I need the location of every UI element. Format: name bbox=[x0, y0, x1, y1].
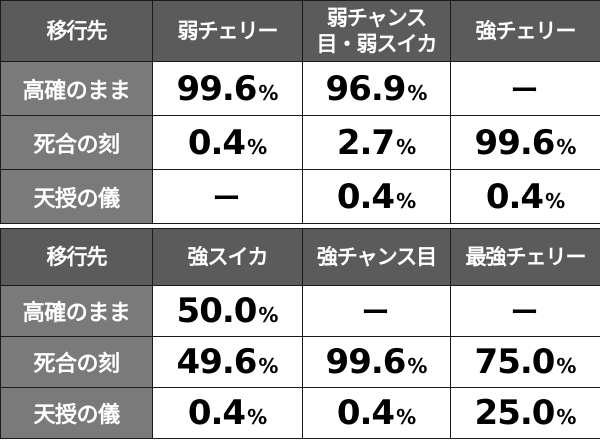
value-number: ー bbox=[510, 296, 539, 329]
value-number: 96.9 bbox=[325, 68, 407, 109]
column-header: 移行先 bbox=[0, 0, 153, 62]
value-number: ー bbox=[361, 296, 390, 329]
value-number: 99.6 bbox=[176, 68, 258, 109]
column-header-text: 弱チャンス目・弱スイカ bbox=[316, 6, 438, 56]
value-cell: 96.9% bbox=[302, 61, 451, 116]
value-number: 25.0 bbox=[474, 393, 556, 433]
value-cell: 99.6% bbox=[152, 61, 303, 116]
value-unit: % bbox=[247, 405, 268, 429]
table-row: 天授の儀 0.4% 0.4% 25.0% bbox=[0, 387, 600, 439]
value-unit: % bbox=[407, 80, 428, 105]
value-unit: % bbox=[396, 134, 417, 159]
value-number: 0.4 bbox=[336, 393, 395, 433]
value-cell: 25.0% bbox=[450, 387, 600, 439]
value-unit: % bbox=[258, 303, 279, 327]
value-number: 75.0 bbox=[474, 342, 556, 382]
value-cell: ー bbox=[450, 285, 600, 337]
column-header: 強チェリー bbox=[450, 0, 600, 62]
probability-table-1: 移行先 弱チェリー 弱チャンス目・弱スイカ 強チェリー 高確のまま 99.6% … bbox=[0, 0, 600, 224]
value-cell: ー bbox=[450, 61, 600, 116]
value-cell: ー bbox=[152, 169, 303, 224]
value-unit: % bbox=[258, 80, 279, 105]
value-cell: 99.6% bbox=[302, 336, 451, 388]
value-cell: 0.4% bbox=[152, 115, 303, 170]
table-header-row: 移行先 弱チェリー 弱チャンス目・弱スイカ 強チェリー bbox=[0, 0, 600, 62]
value-unit: % bbox=[545, 188, 566, 213]
table-row: 死合の刻 49.6% 99.6% 75.0% bbox=[0, 336, 600, 388]
row-label: 天授の儀 bbox=[0, 169, 153, 224]
column-header: 最強チェリー bbox=[450, 228, 600, 286]
column-header: 弱チェリー bbox=[152, 0, 303, 62]
table-row: 高確のまま 99.6% 96.9% ー bbox=[0, 61, 600, 116]
row-label: 高確のまま bbox=[0, 285, 153, 337]
value-cell: 50.0% bbox=[152, 285, 303, 337]
column-header: 移行先 bbox=[0, 228, 153, 286]
row-label: 死合の刻 bbox=[0, 115, 153, 170]
table-header-row: 移行先 強スイカ 強チャンス目 最強チェリー bbox=[0, 228, 600, 286]
table-row: 高確のまま 50.0% ー ー bbox=[0, 285, 600, 337]
row-label: 高確のまま bbox=[0, 61, 153, 116]
value-unit: % bbox=[407, 354, 428, 378]
value-cell: 0.4% bbox=[450, 169, 600, 224]
value-cell: ー bbox=[302, 285, 451, 337]
table-row: 天授の儀 ー 0.4% 0.4% bbox=[0, 169, 600, 224]
value-number: 2.7 bbox=[336, 122, 395, 163]
column-header: 強スイカ bbox=[152, 228, 303, 286]
value-unit: % bbox=[247, 134, 268, 159]
value-unit: % bbox=[396, 405, 417, 429]
column-header: 強チャンス目 bbox=[302, 228, 451, 286]
value-cell: 0.4% bbox=[302, 169, 451, 224]
value-unit: % bbox=[396, 188, 417, 213]
value-number: ー bbox=[212, 181, 241, 215]
row-label: 天授の儀 bbox=[0, 387, 153, 439]
value-cell: 2.7% bbox=[302, 115, 451, 170]
value-unit: % bbox=[556, 354, 577, 378]
row-label: 死合の刻 bbox=[0, 336, 153, 388]
value-number: 50.0 bbox=[176, 291, 258, 331]
value-cell: 75.0% bbox=[450, 336, 600, 388]
value-number: 0.4 bbox=[485, 176, 544, 217]
value-cell: 0.4% bbox=[152, 387, 303, 439]
value-number: 0.4 bbox=[187, 122, 246, 163]
value-unit: % bbox=[556, 405, 577, 429]
value-unit: % bbox=[556, 134, 577, 159]
value-cell: 0.4% bbox=[302, 387, 451, 439]
value-number: 99.6 bbox=[325, 342, 407, 382]
value-cell: 99.6% bbox=[450, 115, 600, 170]
value-number: 49.6 bbox=[176, 342, 258, 382]
value-unit: % bbox=[258, 354, 279, 378]
table-row: 死合の刻 0.4% 2.7% 99.6% bbox=[0, 115, 600, 170]
value-number: 0.4 bbox=[187, 393, 246, 433]
value-cell: 49.6% bbox=[152, 336, 303, 388]
value-number: 99.6 bbox=[474, 122, 556, 163]
value-number: 0.4 bbox=[336, 176, 395, 217]
column-header: 弱チャンス目・弱スイカ bbox=[302, 0, 451, 62]
value-number: ー bbox=[510, 73, 539, 107]
probability-table-2: 移行先 強スイカ 強チャンス目 最強チェリー 高確のまま 50.0% ー ー 死… bbox=[0, 228, 600, 439]
